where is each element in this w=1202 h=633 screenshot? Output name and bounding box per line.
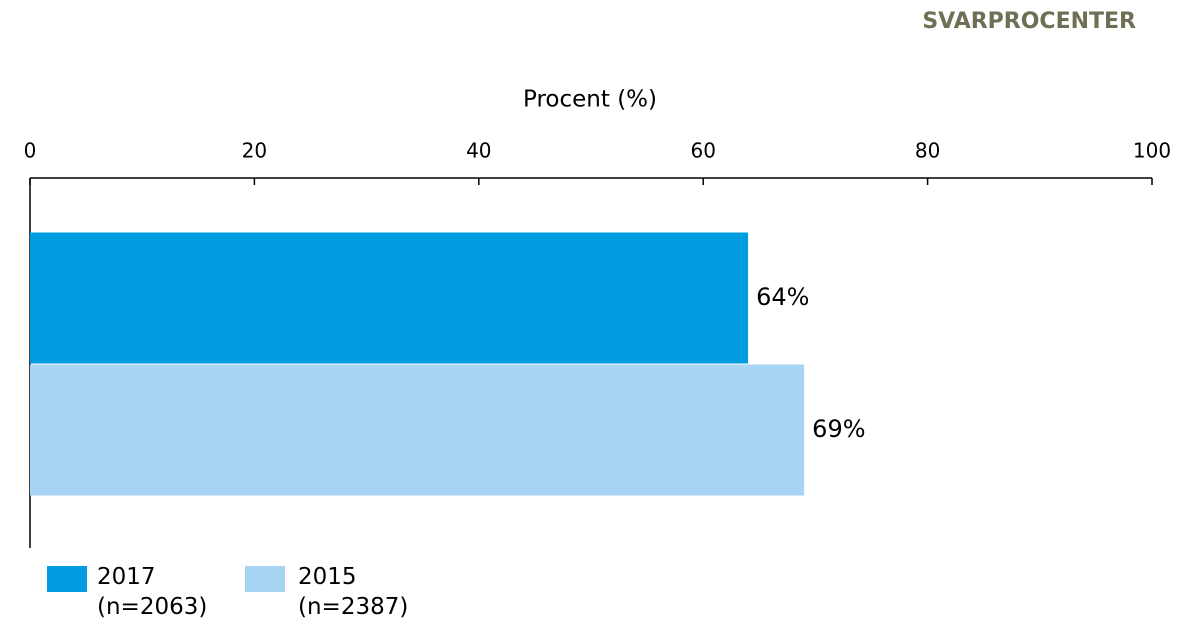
x-tick-label: 20 <box>242 139 267 163</box>
legend-label: 2015 (n=2387) <box>298 564 409 620</box>
x-tick-label: 60 <box>690 139 715 163</box>
bar <box>30 364 805 496</box>
bar <box>30 232 749 364</box>
legend-label: 2017 (n=2063) <box>97 564 208 620</box>
x-tick-label: 100 <box>1133 139 1171 163</box>
value-label: 69% <box>812 415 865 443</box>
chart-title: SVARPROCENTER <box>922 9 1136 34</box>
x-tick-label: 40 <box>466 139 491 163</box>
x-axis-label: Procent (%) <box>523 87 657 113</box>
x-tick-label: 0 <box>24 139 37 163</box>
legend-swatch <box>47 566 87 592</box>
legend-swatch <box>245 566 285 592</box>
value-label: 64% <box>756 283 809 311</box>
x-tick-label: 80 <box>915 139 940 163</box>
